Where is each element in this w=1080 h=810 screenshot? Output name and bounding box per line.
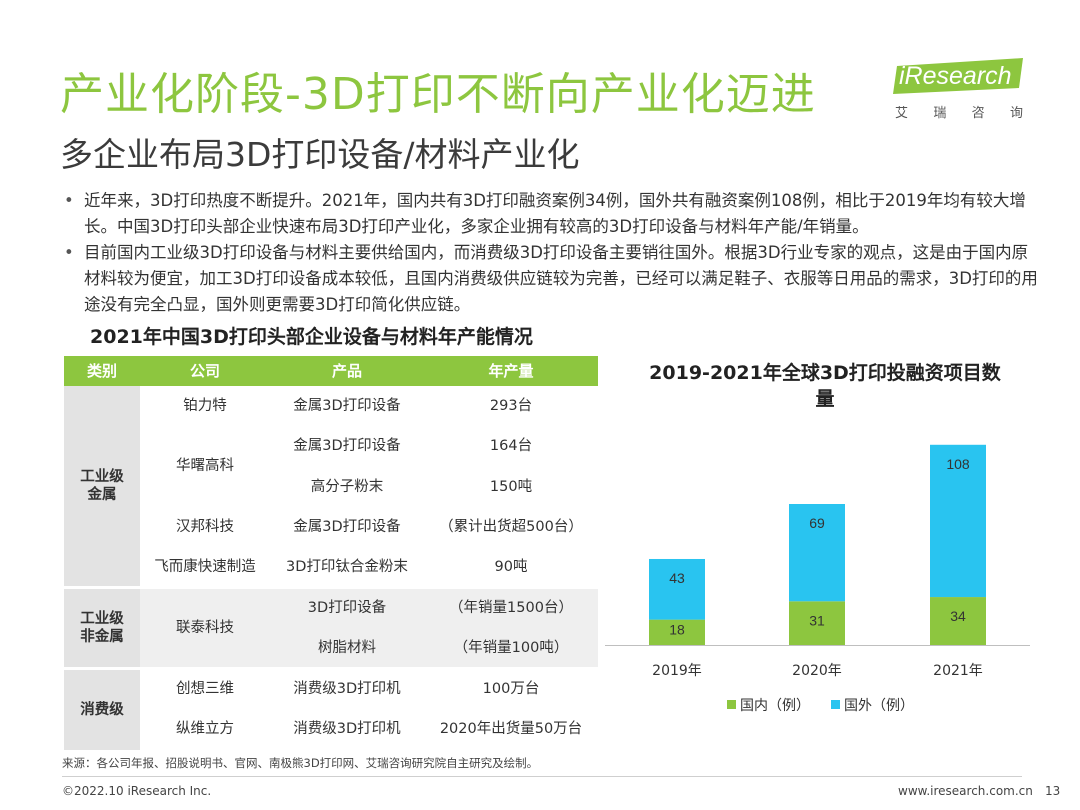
table-cell-output: 90吨 [494, 559, 528, 575]
data-label: 69 [809, 515, 825, 531]
header-product: 产品 [331, 362, 362, 380]
category-band: 工业级 金属 [64, 386, 598, 586]
bar-segment [930, 597, 986, 645]
page-subtitle: 多企业布局3D打印设备/材料产业化 [60, 135, 580, 174]
table-cell-output: 293台 [489, 398, 533, 414]
table-cell-company: 创想三维 [176, 681, 234, 697]
bullet-item: 近年来，3D打印热度不断提升。2021年，国内共有3D打印融资案例34例，国外共… [62, 188, 1042, 240]
category-band: 工业级 非金属 [64, 589, 598, 667]
data-label: 34 [950, 608, 966, 624]
table-cell-product: 3D打印设备 [307, 600, 387, 616]
bar-segment [649, 619, 705, 645]
logo-wordmark: iResearch [899, 62, 1012, 90]
table-cell-product: 高分子粉末 [310, 479, 384, 495]
header-output: 年产量 [488, 362, 534, 380]
table-cell-company: 联泰科技 [176, 620, 234, 636]
legend-label: 国外（例） [844, 698, 914, 714]
table-cell-company: 铂力特 [183, 398, 227, 414]
x-tick-label: 2021年 [933, 663, 983, 679]
table-cell-product: 金属3D打印设备 [293, 519, 401, 535]
table-cell-product: 金属3D打印设备 [293, 398, 401, 414]
table-cell-product: 消费级3D打印机 [293, 681, 401, 697]
iresearch-logo: iResearch 艾 瑞 咨 询 [893, 58, 1033, 124]
bar-segment [789, 601, 845, 645]
category-band: 消费级 [64, 670, 598, 750]
header-category: 类别 [86, 362, 117, 380]
data-label: 18 [669, 621, 685, 637]
bullet-item: 目前国内工业级3D打印设备与材料主要供给国内，而消费级3D打印设备主要销往国外。… [62, 240, 1042, 318]
table-cell-company: 飞而康快速制造 [154, 559, 256, 575]
bullet-list: 近年来，3D打印热度不断提升。2021年，国内共有3D打印融资案例34例，国外共… [62, 188, 1042, 318]
table-cell-product: 消费级3D打印机 [293, 721, 401, 737]
footer-divider [62, 776, 1022, 777]
x-tick-label: 2020年 [792, 663, 842, 679]
data-label: 31 [809, 612, 825, 628]
category-cell: 工业级 金属 [64, 386, 140, 586]
category-cell: 消费级 [64, 670, 140, 750]
header-company: 公司 [189, 362, 220, 380]
table-header-row: 类别 公司 产品 年产量 [64, 356, 598, 386]
table-cell-output: 2020年出货量50万台 [439, 721, 583, 737]
table-cell-company: 纵维立方 [176, 721, 234, 737]
table-cell-product: 3D打印钛合金粉末 [286, 559, 408, 575]
copyright: ©2022.10 iResearch Inc. [62, 784, 212, 798]
chart-title: 2019-2021年全球3D打印投融资项目数量 [649, 362, 1001, 410]
table-cell-product: 金属3D打印设备 [293, 438, 401, 454]
table-cell-product: 树脂材料 [318, 640, 376, 656]
data-label: 43 [669, 570, 685, 586]
page-title: 产业化阶段-3D打印不断向产业化迈进 [60, 69, 816, 120]
legend-swatch [727, 700, 736, 709]
table-cell-output: （累计出货超500台） [439, 519, 583, 535]
legend-label: 国内（例） [740, 698, 810, 714]
table-cell-output: （年销量1500台） [449, 600, 573, 616]
bar-segment [649, 558, 705, 620]
page-number: 13 [1045, 784, 1061, 798]
source-note: 来源：各公司年报、招股说明书、官网、南极熊3D打印网、艾瑞咨询研究院自主研究及绘… [62, 756, 539, 770]
bar-segment [930, 444, 986, 598]
table-title: 2021年中国3D打印头部企业设备与材料年产能情况 [90, 326, 533, 348]
table-cell-output: 100万台 [482, 681, 540, 697]
legend-swatch [831, 700, 840, 709]
table-cell-output: 150吨 [489, 479, 533, 495]
website-url: www.iresearch.com.cn [898, 784, 1033, 798]
category-cell: 工业级 非金属 [64, 589, 140, 667]
table-cell-company: 华曙高科 [176, 458, 234, 474]
bar-segment [789, 504, 845, 602]
table-cell-output: 164台 [489, 438, 533, 454]
logo-banner-shape [893, 58, 1023, 94]
data-label: 108 [946, 456, 970, 472]
table-cell-output: （年销量100吨） [453, 640, 569, 656]
logo-subtext: 艾 瑞 咨 询 [895, 106, 1023, 121]
table-cell-company: 汉邦科技 [176, 519, 234, 535]
x-tick-label: 2019年 [652, 663, 702, 679]
